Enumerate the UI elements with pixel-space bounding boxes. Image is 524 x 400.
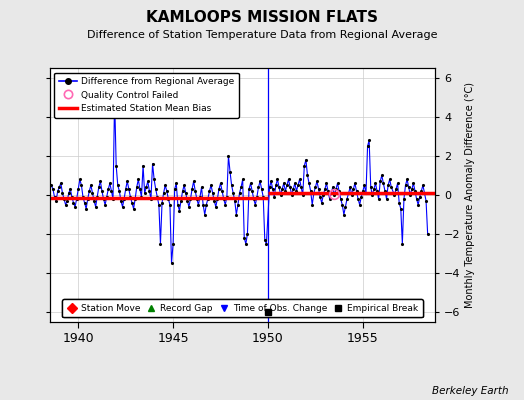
- Text: Difference of Station Temperature Data from Regional Average: Difference of Station Temperature Data f…: [87, 30, 437, 40]
- Y-axis label: Monthly Temperature Anomaly Difference (°C): Monthly Temperature Anomaly Difference (…: [465, 82, 475, 308]
- Text: Berkeley Earth: Berkeley Earth: [432, 386, 508, 396]
- Legend: Station Move, Record Gap, Time of Obs. Change, Empirical Break: Station Move, Record Gap, Time of Obs. C…: [62, 300, 423, 318]
- Text: KAMLOOPS MISSION FLATS: KAMLOOPS MISSION FLATS: [146, 10, 378, 25]
